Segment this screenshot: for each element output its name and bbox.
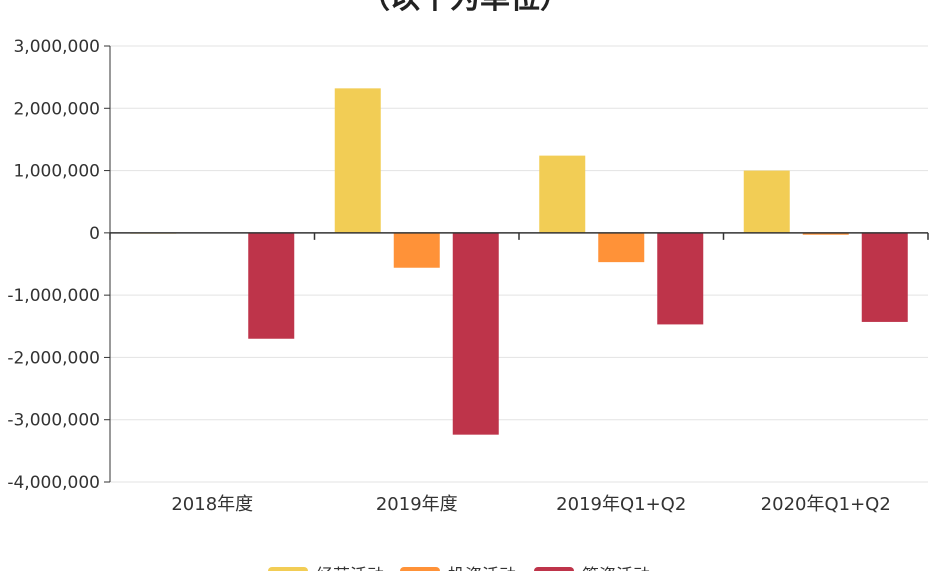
grid-lines — [110, 45, 928, 483]
legend-label[interactable]: 经营活动 — [316, 566, 384, 571]
axes — [104, 45, 929, 483]
bar[interactable] — [598, 232, 645, 263]
legend-swatch[interactable] — [268, 567, 308, 571]
y-tick-label: 0 — [89, 224, 100, 244]
bar[interactable] — [452, 232, 499, 435]
y-axis-tick-labels: 3,000,000 2,000,000 1,000,000 0 -1,000,000 -2… — [7, 37, 100, 493]
bar[interactable] — [334, 88, 381, 233]
legend[interactable]: 经营活动 投资活动 筹资活动 — [268, 566, 650, 571]
x-tick-label: 2020年Q1+Q2 — [761, 494, 891, 515]
x-axis-tick-labels: 2018年度 2019年度 2019年Q1+Q2 2020年Q1+Q2 — [171, 494, 890, 515]
bar[interactable] — [248, 232, 295, 339]
y-tick-label: -1,000,000 — [7, 286, 100, 306]
y-tick-label: -3,000,000 — [7, 411, 100, 431]
y-tick-label: 3,000,000 — [13, 37, 100, 57]
y-tick-label: -4,000,000 — [7, 473, 100, 493]
bar[interactable] — [393, 232, 440, 268]
bar[interactable] — [743, 170, 790, 233]
legend-label[interactable]: 筹资活动 — [582, 566, 650, 571]
y-tick-label: -2,000,000 — [7, 348, 100, 368]
bar[interactable] — [861, 232, 908, 322]
bar[interactable] — [802, 232, 849, 235]
bars — [130, 88, 908, 435]
chart-title: （以千为单位） — [360, 0, 570, 16]
x-tick-label: 2019年Q1+Q2 — [556, 494, 686, 515]
y-tick-label: 1,000,000 — [13, 162, 100, 182]
bar[interactable] — [539, 155, 586, 233]
y-tick-label: 2,000,000 — [13, 99, 100, 119]
legend-swatch[interactable] — [534, 567, 574, 571]
x-tick-label: 2019年度 — [376, 494, 458, 515]
legend-swatch[interactable] — [400, 567, 440, 571]
legend-label[interactable]: 投资活动 — [448, 566, 516, 571]
x-tick-label: 2018年度 — [171, 494, 253, 515]
bar[interactable] — [657, 232, 704, 325]
